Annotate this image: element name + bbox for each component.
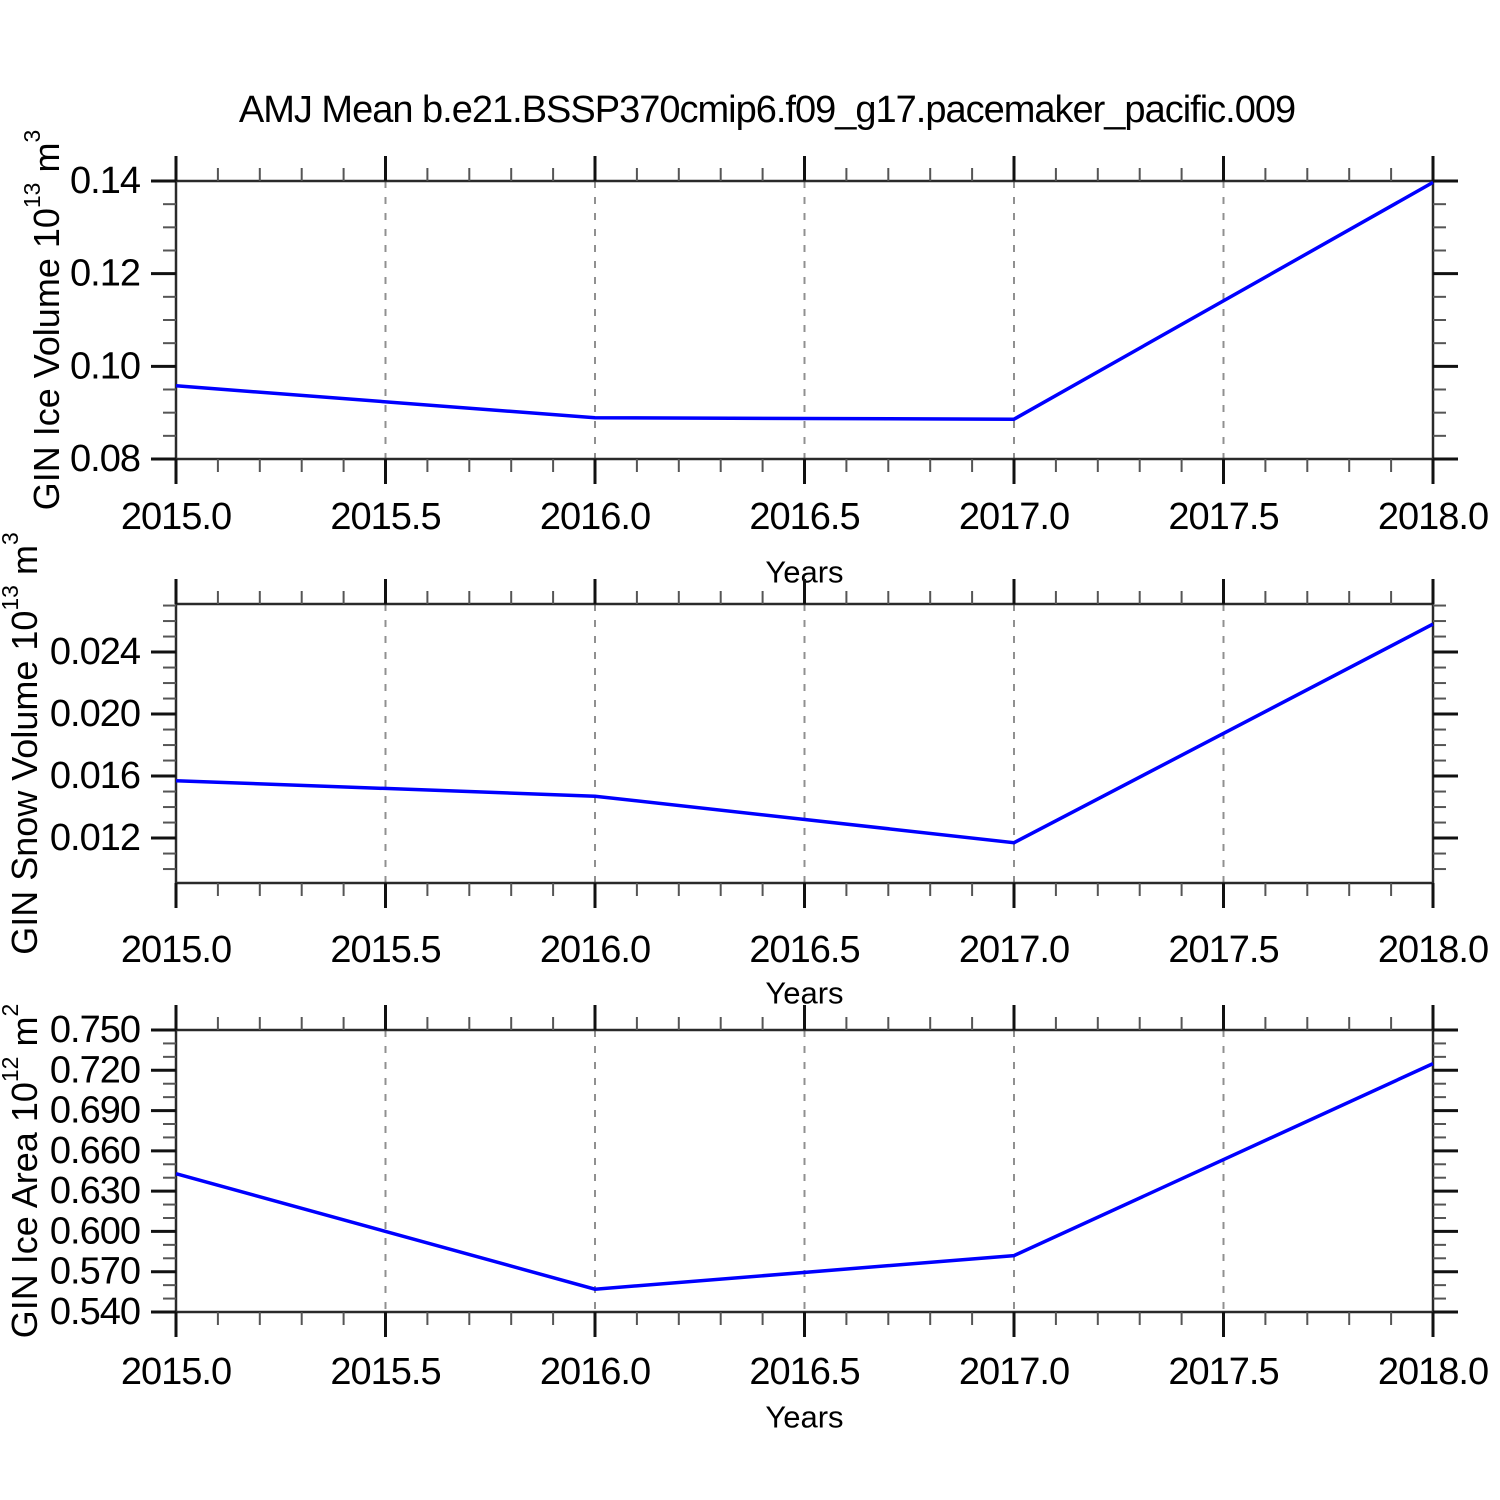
y-axis-title: GIN Snow Volume 1013 m3 xyxy=(0,532,45,955)
y-tick-label: 0.630 xyxy=(50,1170,140,1212)
y-tick-label: 0.720 xyxy=(50,1049,140,1091)
x-tick-label: 2017.5 xyxy=(1168,496,1278,538)
y-tick-label: 0.600 xyxy=(50,1210,140,1252)
data-line-gin-ice-area xyxy=(175,1062,1434,1291)
y-axis-title: GIN Ice Volume 1013 m3 xyxy=(19,130,67,511)
y-tick-label: 0.12 xyxy=(70,253,140,295)
x-tick-label: 2017.5 xyxy=(1168,929,1278,971)
y-tick-label: 0.14 xyxy=(70,160,141,202)
data-line-gin-snow-volume xyxy=(175,622,1434,845)
x-tick-label: 2016.5 xyxy=(749,496,859,538)
x-tick-label: 2016.0 xyxy=(540,929,650,971)
x-tick-label: 2015.0 xyxy=(121,496,231,538)
y-tick-label: 0.690 xyxy=(50,1090,140,1132)
panel-gin-ice-volume: 0.08 0.10 0.12 0.14 2015.0 2015.5 2016.0 2016.5… xyxy=(19,130,1489,590)
x-tick-label: 2016.0 xyxy=(540,496,650,538)
x-tick-label: 2017.5 xyxy=(1168,1351,1278,1393)
y-tick-label: 0.016 xyxy=(50,755,140,797)
x-tick-label: 2015.0 xyxy=(121,929,231,971)
plot-frame xyxy=(174,602,1435,885)
x-tick-label: 2016.5 xyxy=(749,929,859,971)
x-tick-label: 2015.0 xyxy=(121,1351,231,1393)
x-tick-label: 2015.5 xyxy=(330,1351,440,1393)
x-tick-label: 2017.0 xyxy=(959,1351,1069,1393)
panel-gin-ice-area: 0.5400.5700.6000.6300.6600.6900.7200.750… xyxy=(0,1004,1489,1435)
y-axis-title: GIN Ice Area 1012 m2 xyxy=(0,1004,45,1339)
y-tick-label: 0.570 xyxy=(50,1251,140,1293)
y-tick-label: 0.012 xyxy=(50,817,140,859)
y-tick-label: 0.10 xyxy=(70,345,140,387)
x-tick-label: 2015.5 xyxy=(330,496,440,538)
x-tick-label: 2017.0 xyxy=(959,929,1069,971)
x-tick-label: 2016.5 xyxy=(749,1351,859,1393)
x-tick-label: 2018.0 xyxy=(1378,1351,1488,1393)
y-tick-label: 0.540 xyxy=(50,1291,140,1333)
x-axis-title: Years xyxy=(765,976,843,1011)
figure-title: AMJ Mean b.e21.BSSP370cmip6.f09_g17.pace… xyxy=(238,89,1296,131)
x-axis-title: Years xyxy=(765,1400,843,1435)
panel-gin-snow-volume: 0.012 0.016 0.020 0.024 2015.0 2015.5 2016.0 20… xyxy=(0,532,1489,1011)
y-tick-label: 0.08 xyxy=(70,438,140,480)
data-line-gin-ice-volume xyxy=(175,180,1434,421)
y-tick-label: 0.024 xyxy=(50,631,141,673)
y-tick-label: 0.020 xyxy=(50,693,140,735)
plot-frame xyxy=(174,1028,1435,1314)
y-tick-label: 0.750 xyxy=(50,1009,140,1051)
x-tick-label: 2018.0 xyxy=(1378,929,1488,971)
x-tick-label: 2016.0 xyxy=(540,1351,650,1393)
x-tick-label: 2015.5 xyxy=(330,929,440,971)
x-tick-label: 2017.0 xyxy=(959,496,1069,538)
x-tick-label: 2018.0 xyxy=(1378,496,1488,538)
y-tick-label: 0.660 xyxy=(50,1130,140,1172)
